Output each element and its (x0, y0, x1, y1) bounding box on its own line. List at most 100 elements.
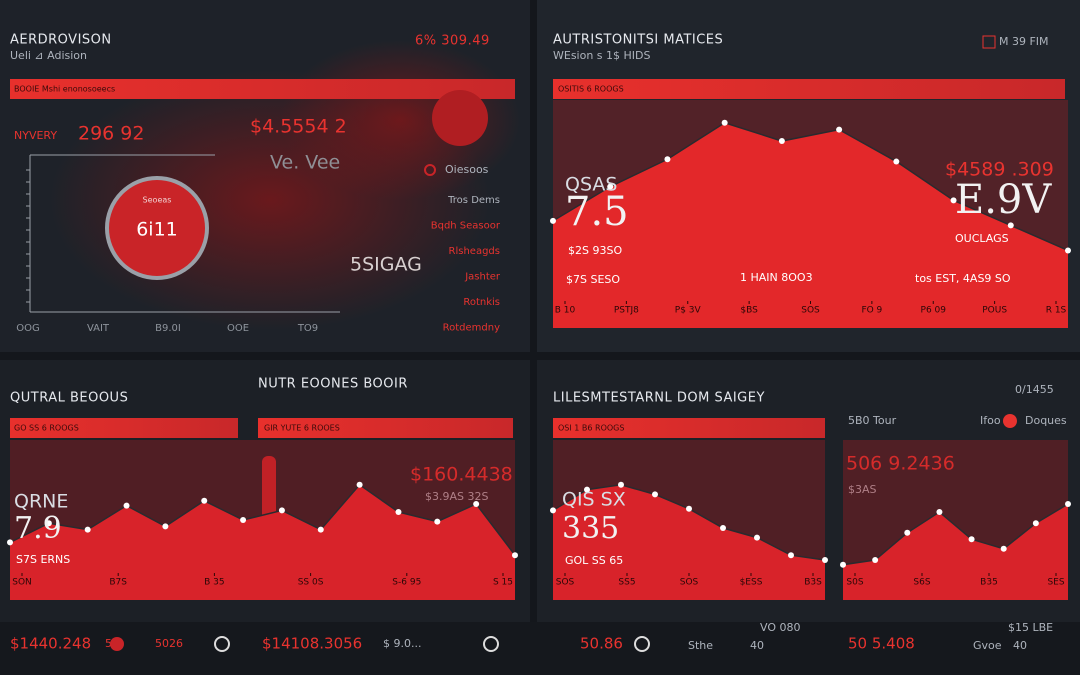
point (240, 517, 247, 523)
point (45, 520, 52, 527)
legend: Oiesoos (445, 163, 489, 176)
point (968, 536, 975, 543)
footer-value: $ 9.0... (383, 637, 421, 650)
label: QRNE (14, 491, 68, 513)
toggle-label: Doques (1025, 414, 1067, 427)
center-note: 1 HAIN 8OO3 (740, 271, 813, 284)
subtitle: Ueli ⊿ Adision (10, 49, 87, 62)
area (843, 504, 1068, 600)
amount-sub: $3AS (848, 483, 877, 496)
note: Ve. Vee (270, 152, 340, 174)
status: 6% 309.49 (415, 34, 490, 49)
point (904, 529, 911, 536)
footer-value: $15 LBE (1008, 621, 1053, 634)
x-label: $ESS (740, 578, 763, 588)
toggle[interactable] (1003, 414, 1017, 428)
footer-dot (214, 636, 230, 652)
point (664, 156, 671, 163)
value: 7.9 (14, 511, 62, 546)
footer-value: 50 5.408 (848, 635, 915, 653)
title: LILESMTESTARNL DOM SAIGEY (553, 391, 765, 406)
dot (424, 164, 436, 176)
point (395, 509, 402, 515)
x-label: VAIT (87, 323, 110, 334)
gauge-value: 6i11 (136, 219, 178, 241)
footer-value: 50.86 (580, 635, 623, 653)
x-label: S6S (913, 578, 930, 588)
banner-text: OSITIS 6 ROOGS (558, 85, 624, 94)
banner (553, 79, 1065, 99)
x-label: B9.0I (155, 323, 181, 334)
point (788, 552, 794, 559)
x-label: P6 09 (921, 306, 947, 316)
point (607, 183, 614, 190)
point (1065, 501, 1071, 507)
note: S7S ERNS (16, 553, 70, 566)
point (652, 491, 658, 498)
note: GOL SS 65 (565, 554, 623, 567)
point (1032, 520, 1039, 527)
value: 335 (562, 511, 619, 546)
point (162, 523, 169, 530)
list-item: Rotdemdny (443, 323, 500, 334)
banner (258, 418, 513, 438)
gauge (105, 176, 209, 280)
x-label: S 15 (493, 578, 513, 588)
x-label: $BS (740, 306, 758, 316)
point (720, 525, 726, 531)
list-item: Rlsheagds (449, 246, 500, 257)
x-label: SS 0S (298, 578, 324, 588)
metric-label: NYVERY (14, 129, 57, 142)
x-label: OOG (16, 323, 40, 334)
point (1065, 247, 1071, 254)
x-label: R 1S (1046, 306, 1067, 316)
line (552, 121, 1069, 252)
x-label: SOS (680, 578, 699, 588)
footer-bar (0, 622, 1080, 675)
point (822, 557, 828, 563)
x-label: P$ 3V (675, 306, 702, 316)
x-label: SS5 (618, 578, 635, 588)
x-label: S0S (846, 578, 863, 588)
line (842, 503, 1069, 566)
list-item: Tros Dems (447, 195, 500, 206)
point (201, 497, 208, 504)
line (9, 483, 516, 556)
amount: $160.4438 (410, 464, 513, 486)
list-item: Bqdh Seasoor (431, 221, 501, 232)
amount: 506 9.2436 (846, 453, 955, 475)
toggle-label: Ifoo (980, 414, 1001, 427)
list-item: Rotnkis (463, 297, 500, 308)
value: 7.5 (565, 189, 629, 235)
dial (432, 90, 488, 146)
point (550, 507, 556, 514)
label: QSAS (565, 174, 617, 196)
banner-text: OSI 1 B6 ROOGS (558, 424, 624, 433)
x-label: SES (1047, 578, 1064, 588)
icon (982, 35, 996, 49)
x-label: POUS (982, 306, 1007, 316)
point (618, 481, 624, 488)
point (840, 561, 846, 568)
banner-text: GO SS 6 ROOGS (14, 424, 79, 433)
footer-dot (483, 636, 499, 652)
banner-text: GIR YUTE 6 ROOES (264, 424, 340, 433)
note: OUCLAGS (955, 232, 1009, 245)
point (356, 481, 363, 488)
x-label: SON (12, 578, 32, 588)
area (553, 484, 825, 600)
subtitle: WEsion s 1$ HIDS (553, 49, 651, 62)
point (550, 217, 556, 224)
footer-dot (634, 636, 650, 652)
point (893, 158, 900, 165)
footer-value: $1440.248 (10, 635, 91, 653)
gauge-label: Seoeas (143, 196, 172, 205)
sub: $7S SESO (566, 273, 620, 286)
value: E.9V (955, 177, 1052, 223)
x-label: S-6 95 (392, 578, 421, 588)
point (473, 501, 480, 507)
footer-value: 40 (1013, 639, 1027, 652)
point (836, 126, 843, 133)
footer-value: Gvoe (973, 639, 1002, 652)
point (1000, 545, 1007, 552)
